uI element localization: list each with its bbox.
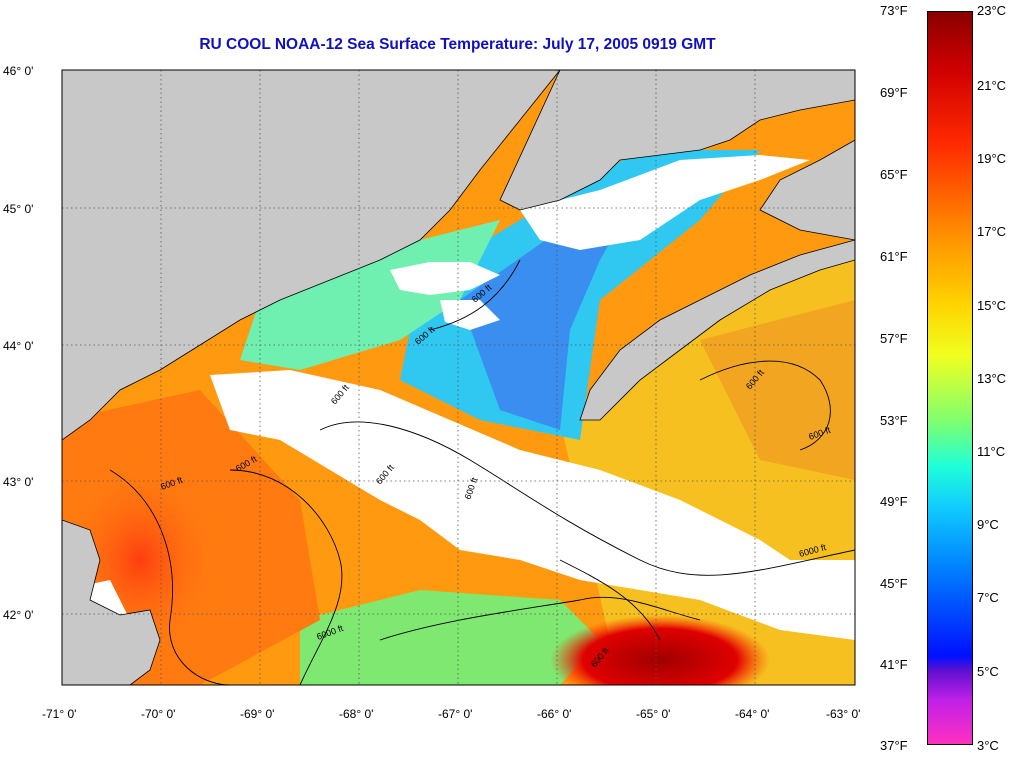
- coastal-green: [240, 220, 500, 370]
- colorbar-f-label: 73°F: [880, 3, 908, 18]
- lat-label: 42° 0': [3, 608, 33, 622]
- southern-green-water: [300, 590, 600, 685]
- colorbar-c-label: 7°C: [977, 590, 999, 605]
- hot-core: [550, 615, 770, 685]
- graticule: [62, 70, 855, 685]
- lon-label: -69° 0': [240, 707, 274, 721]
- colorbar-c-label: 13°C: [977, 371, 1007, 386]
- map-frame: [61, 69, 856, 686]
- lon-axis: -71° 0' -70° 0' -69° 0' -68° 0' -67° 0' …: [42, 707, 860, 721]
- lon-label: -65° 0': [636, 707, 670, 721]
- colorbar-f-label: 45°F: [880, 576, 908, 591]
- lon-label: -68° 0': [339, 707, 373, 721]
- colorbar-f-label: 49°F: [880, 494, 908, 509]
- colorbar-c-label: 11°C: [977, 444, 1006, 459]
- colorbar-f-label: 41°F: [880, 657, 908, 672]
- colorbar-c-label: 3°C: [977, 738, 999, 753]
- colorbar-c-label: 17°C: [977, 224, 1007, 239]
- map-image: [62, 70, 855, 685]
- bathymetry-contours: [109, 259, 855, 685]
- colorbar-f-label: 37°F: [880, 738, 908, 753]
- colorbar-f-label: 53°F: [880, 413, 908, 428]
- colorbar-f-label: 69°F: [880, 85, 908, 100]
- land-cape-cod: [62, 519, 161, 685]
- colorbar-f-label: 57°F: [880, 331, 908, 346]
- cloud-fundy: [520, 155, 810, 250]
- lon-label: -63° 0': [826, 707, 860, 721]
- colorbar-f-label: 65°F: [880, 167, 908, 182]
- fundy-blue: [460, 190, 640, 430]
- lon-label: -66° 0': [537, 707, 571, 721]
- map-title: RU COOL NOAA-12 Sea Surface Temperature:…: [199, 36, 716, 53]
- colorbar-c-label: 19°C: [977, 151, 1007, 166]
- temperature-colorbar: [927, 11, 973, 745]
- lat-label: 45° 0': [3, 202, 33, 216]
- lon-label: -64° 0': [735, 707, 769, 721]
- land-nova-scotia: [579, 100, 855, 421]
- lat-axis: 46° 0' 45° 0' 44° 0' 43° 0' 42° 0': [3, 64, 33, 622]
- colorbar-c-label: 5°C: [977, 664, 999, 679]
- lon-label: -70° 0': [141, 707, 175, 721]
- lat-label: 46° 0': [3, 64, 33, 78]
- colorbar-c-label: 9°C: [977, 517, 999, 532]
- lon-label: -67° 0': [438, 707, 472, 721]
- lat-label: 44° 0': [3, 339, 33, 353]
- colorbar-c-label: 23°C: [977, 3, 1007, 18]
- land-maine: [62, 70, 561, 441]
- colorbar-c-label: 15°C: [977, 298, 1007, 313]
- lat-label: 43° 0': [3, 475, 33, 489]
- east-orange-water: [700, 300, 855, 480]
- colorbar-f-label: 61°F: [880, 249, 908, 264]
- lon-label: -71° 0': [42, 707, 76, 721]
- colorbar-c-label: 21°C: [977, 78, 1007, 93]
- cloud-southeast: [510, 460, 855, 620]
